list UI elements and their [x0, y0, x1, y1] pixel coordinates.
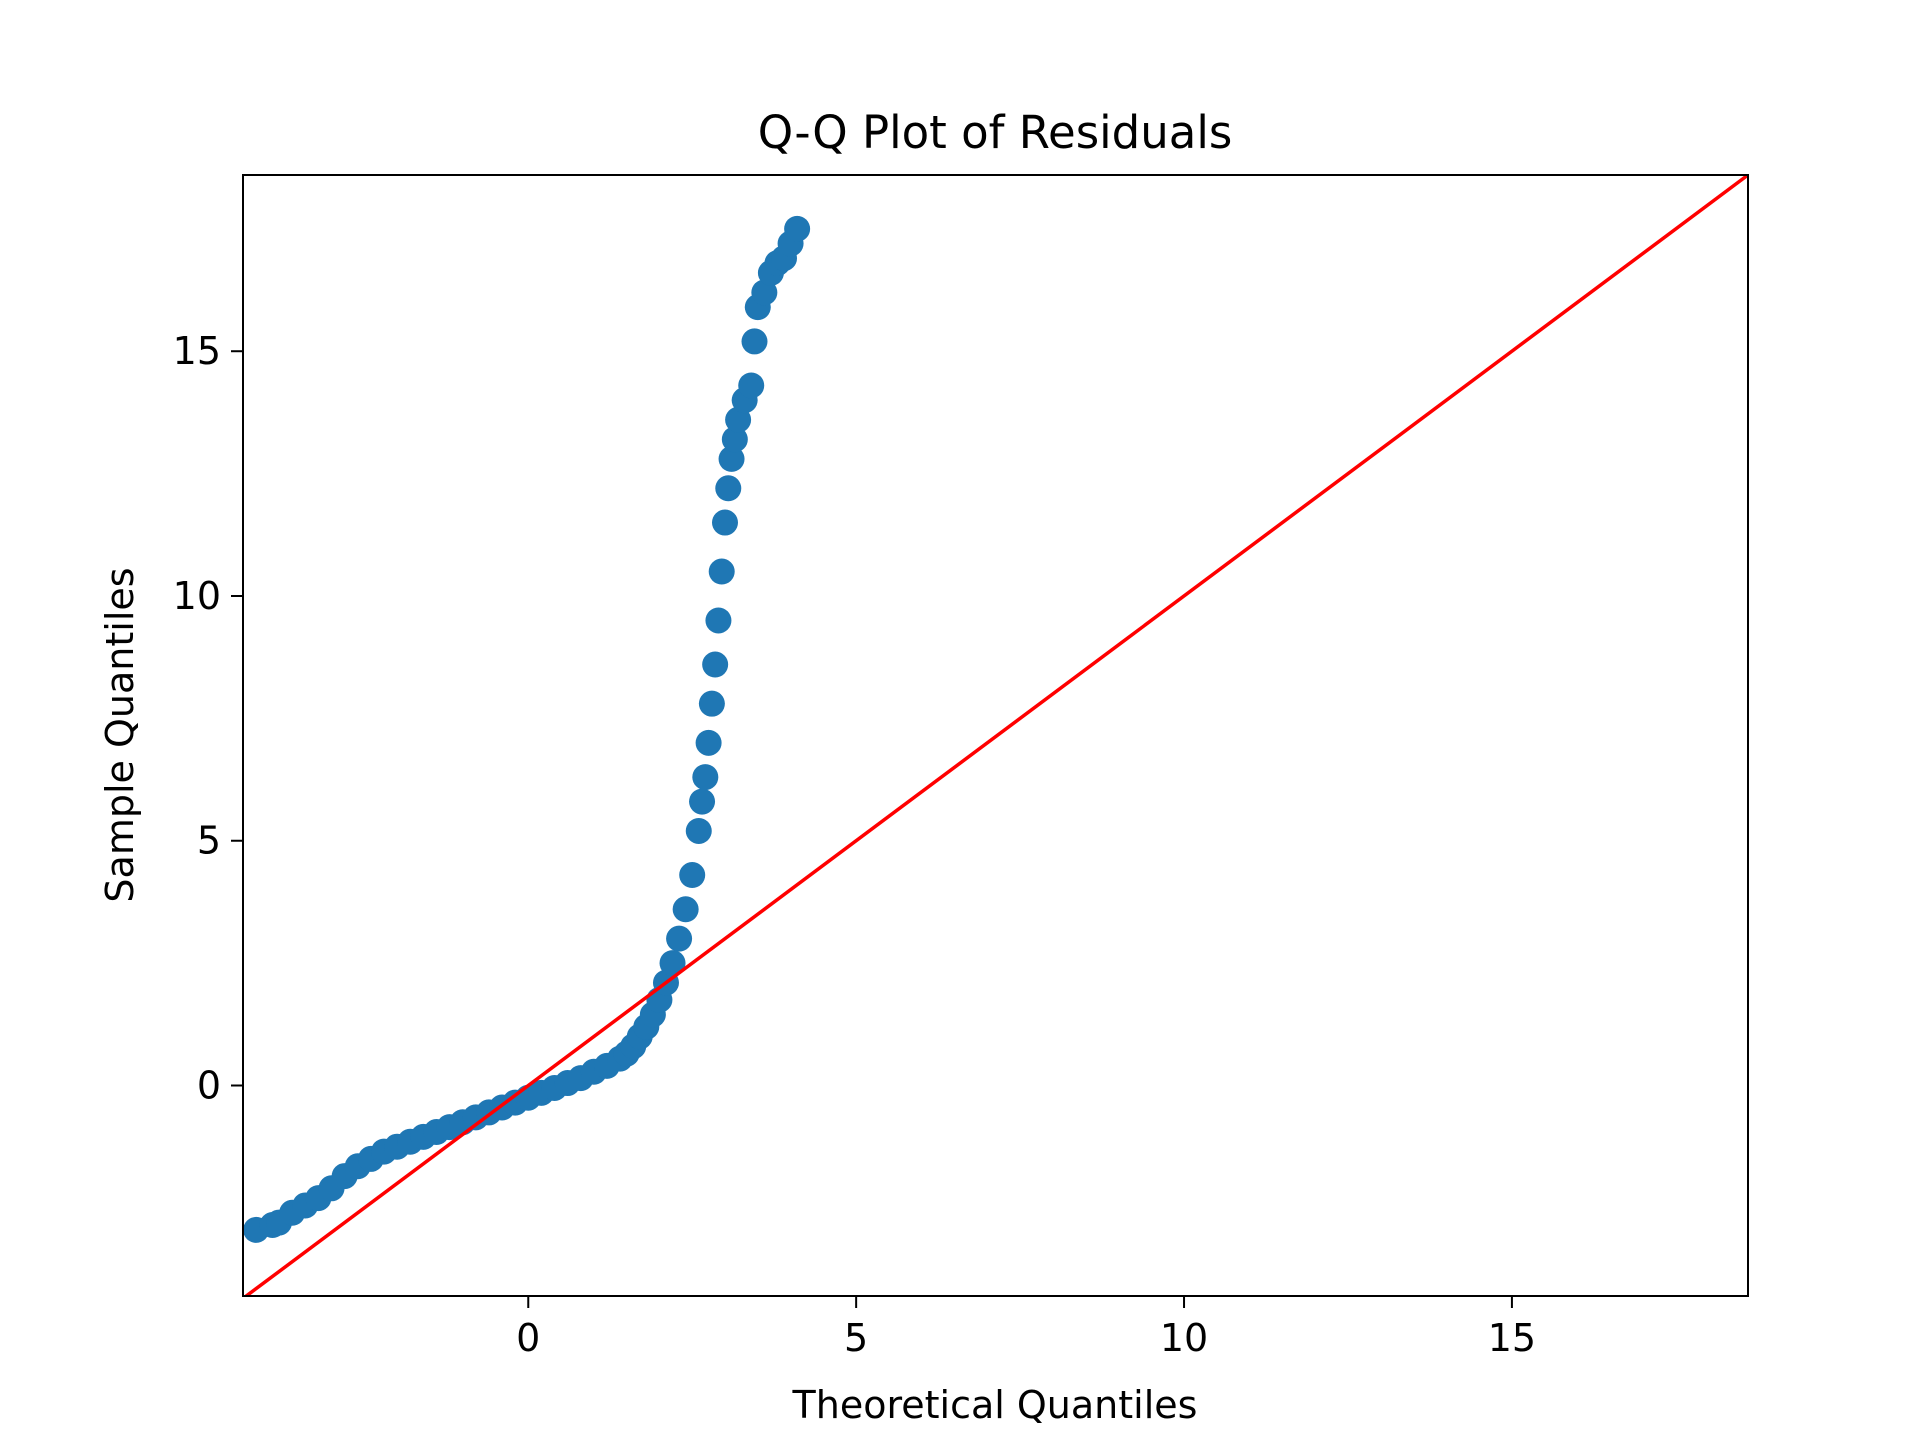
data-point	[692, 764, 719, 791]
data-point	[705, 607, 732, 634]
data-point	[784, 215, 811, 242]
data-point	[721, 426, 748, 453]
data-point	[679, 862, 706, 889]
data-point	[666, 925, 693, 952]
plot-area	[243, 175, 1748, 1296]
x-tick-label: 5	[844, 1316, 868, 1360]
data-point	[718, 445, 745, 472]
x-axis-ticks: 0 5 10 15	[516, 1296, 1536, 1360]
data-point	[725, 406, 752, 433]
y-tick-label: 10	[173, 574, 221, 618]
data-point	[689, 788, 716, 815]
x-tick-label: 15	[1488, 1316, 1536, 1360]
data-point	[685, 817, 712, 844]
chart-title: Q-Q Plot of Residuals	[758, 106, 1233, 159]
data-point	[715, 475, 742, 502]
data-point	[711, 509, 738, 536]
reference-line	[243, 175, 1748, 1296]
y-tick-label: 15	[173, 329, 221, 373]
data-point	[738, 372, 765, 399]
y-axis-ticks: 0 5 10 15	[173, 329, 243, 1108]
points-layer	[243, 215, 811, 1243]
data-point	[672, 896, 699, 923]
data-point	[695, 729, 722, 756]
x-tick-label: 10	[1160, 1316, 1208, 1360]
y-axis-label: Sample Quantiles	[98, 567, 142, 902]
x-axis-label: Theoretical Quantiles	[792, 1383, 1198, 1427]
data-point	[659, 950, 686, 977]
data-point	[751, 279, 778, 306]
x-tick-label: 0	[516, 1316, 540, 1360]
data-point	[702, 651, 729, 678]
y-tick-label: 0	[197, 1064, 221, 1108]
data-point	[708, 558, 735, 585]
plot-frame	[242, 174, 1749, 1297]
data-point	[698, 690, 725, 717]
y-tick-label: 5	[197, 819, 221, 863]
data-point	[741, 328, 768, 355]
